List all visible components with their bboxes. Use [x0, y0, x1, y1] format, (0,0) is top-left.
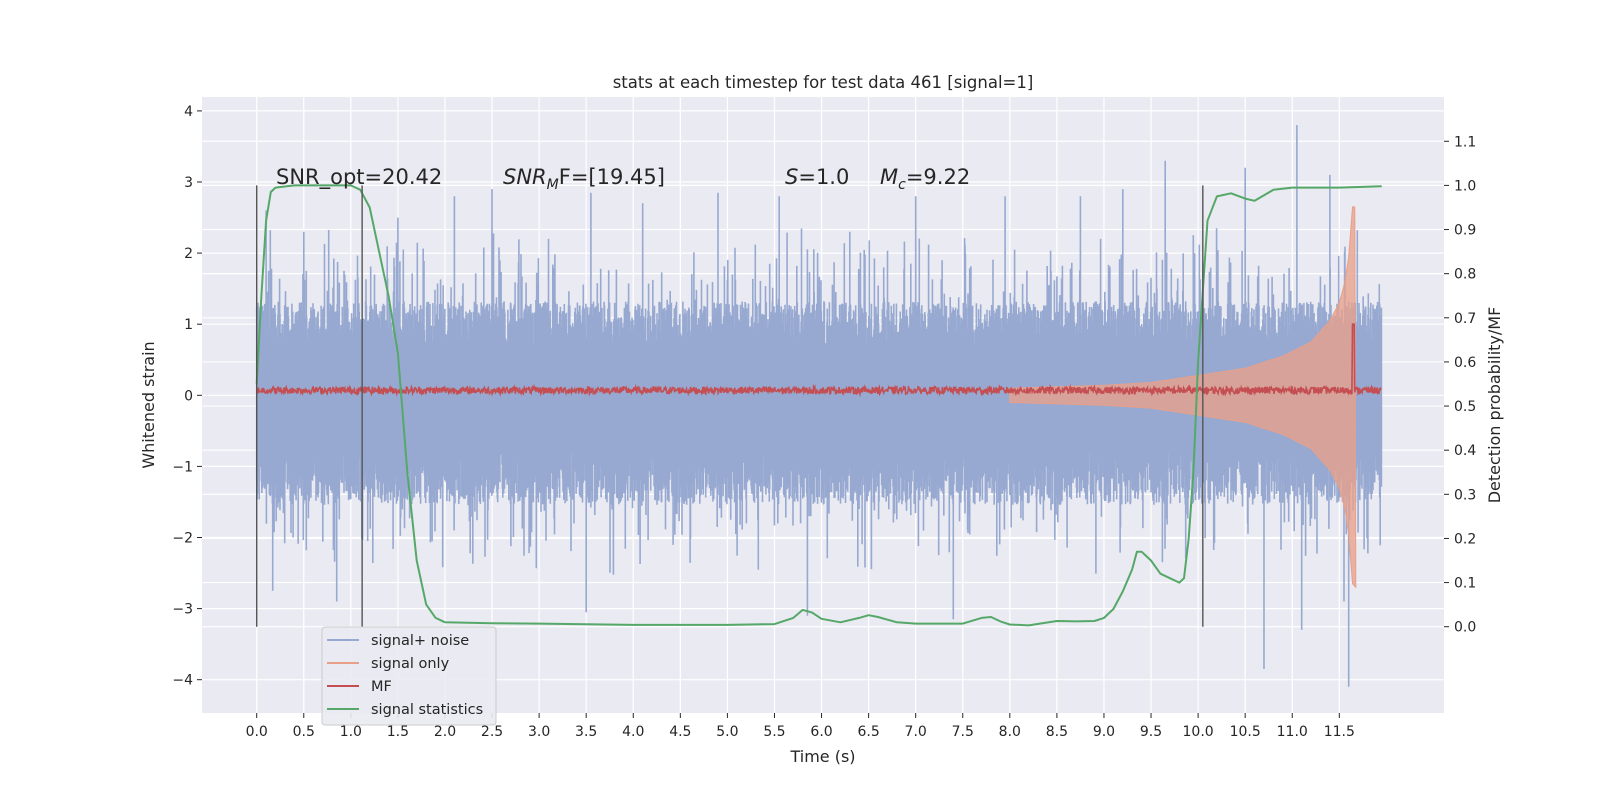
- x-tick-label: 10.0: [1183, 724, 1214, 740]
- annotation-mc-symbol: M: [880, 165, 898, 189]
- x-tick-label: 0.5: [293, 724, 315, 740]
- legend-label: signal+ noise: [371, 633, 469, 649]
- axes: 0.0 0.5 1.0 1.5 2.0 2.5 3.0 3.5 4.0 4.5 5.0 5.5 6.0 6…: [172, 104, 1476, 740]
- x-tick-label: 7.0: [905, 724, 927, 740]
- y2-tick-label: 0.6: [1454, 355, 1476, 371]
- x-tick-label: 9.5: [1140, 724, 1162, 740]
- x-tick-label: 11.5: [1324, 724, 1355, 740]
- y-tick-label: 1: [184, 317, 193, 333]
- y-tick-label: 0: [184, 388, 193, 404]
- y2-tick-label: 0.7: [1454, 311, 1476, 327]
- x-tick-label: 11.0: [1277, 724, 1308, 740]
- x-tick-label: 2.5: [481, 724, 503, 740]
- y-tick-label: 2: [184, 246, 193, 262]
- y2-axis-label: Detection probability/MF: [1485, 307, 1504, 504]
- series-signal-only: [1009, 206, 1357, 589]
- legend-box: [321, 626, 497, 726]
- x-tick-label: 8.0: [999, 724, 1021, 740]
- annotation-snr-mf-subscript: M: [547, 177, 559, 193]
- y2-tick-label: 0.9: [1454, 223, 1476, 239]
- y-tick-label: −4: [172, 673, 193, 689]
- y2-tick-label: 0.4: [1454, 443, 1476, 459]
- y-tick-label: 4: [184, 104, 193, 120]
- legend-label: signal statistics: [371, 702, 483, 718]
- annotation-snr-opt: SNR_opt=20.42: [276, 165, 442, 190]
- x-tick-label: 9.0: [1093, 724, 1115, 740]
- x-tick-label: 4.5: [669, 724, 691, 740]
- x-tick-label: 5.0: [716, 724, 738, 740]
- annotation-mc: Mc=9.22: [880, 165, 970, 193]
- x-tick-label: 1.0: [340, 724, 362, 740]
- y-tick-label: −3: [172, 602, 193, 618]
- series-signal-statistics: [255, 184, 1382, 627]
- y-tick-label: 3: [184, 175, 193, 191]
- legend-label: signal only: [371, 656, 450, 672]
- chart-title: stats at each timestep for test data 461…: [613, 73, 1034, 92]
- annotation-s-value: =1.0: [798, 165, 849, 189]
- x-tick-label: 3.5: [575, 724, 597, 740]
- x-tick-label: 10.5: [1230, 724, 1261, 740]
- x-tick-label: 5.5: [763, 724, 785, 740]
- y2-tick-label: 1.1: [1454, 134, 1476, 150]
- x-tick-label: 0.0: [246, 724, 268, 740]
- vertical-markers: [256, 185, 1204, 627]
- x-tick-label: 6.5: [857, 724, 879, 740]
- x-tick-label: 7.5: [952, 724, 974, 740]
- y-tick-label: −1: [172, 459, 193, 475]
- y-tick-label: −2: [172, 531, 193, 547]
- y2-tick-label: 0.5: [1454, 399, 1476, 415]
- y2-tick-label: 0.0: [1454, 620, 1476, 636]
- y2-tick-label: 0.2: [1454, 531, 1476, 547]
- x-tick-label: 3.0: [528, 724, 550, 740]
- y2-tick-label: 0.3: [1454, 487, 1476, 503]
- annotation-s-symbol: S: [785, 165, 798, 189]
- annotation-snr-mf-value: F=[19.45]: [559, 165, 665, 189]
- annotation-mc-subscript: c: [898, 177, 906, 193]
- y-axis-label: Whitened strain: [139, 341, 158, 468]
- legend-label: MF: [371, 679, 392, 695]
- legend: signal+ noise signal only MF signal statist…: [321, 626, 497, 726]
- annotation-snr-mf-symbol: SNR: [503, 165, 547, 189]
- y2-tick-label: 1.0: [1454, 178, 1476, 194]
- annotation-mc-value: =9.22: [906, 165, 970, 189]
- annotation-snr-mf: SNRMF=[19.45]: [503, 165, 665, 193]
- annotation-s: S=1.0: [785, 165, 849, 189]
- x-tick-label: 4.0: [622, 724, 644, 740]
- x-tick-label: 6.0: [810, 724, 832, 740]
- y2-tick-label: 0.8: [1454, 267, 1476, 283]
- x-tick-label: 8.5: [1046, 724, 1068, 740]
- x-tick-label: 1.5: [387, 724, 409, 740]
- x-axis-label: Time (s): [789, 747, 855, 766]
- y2-tick-label: 0.1: [1454, 576, 1476, 592]
- series-mf: [255, 323, 1382, 398]
- x-tick-label: 2.0: [434, 724, 456, 740]
- annotations: SNR_opt=20.42 SNRMF=[19.45] S=1.0 Mc=9.2…: [276, 165, 970, 193]
